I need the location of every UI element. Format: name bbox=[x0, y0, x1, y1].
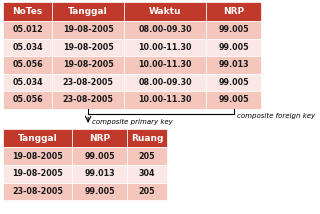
Text: 99.005: 99.005 bbox=[219, 78, 249, 87]
Text: Tanggal: Tanggal bbox=[68, 7, 108, 16]
FancyBboxPatch shape bbox=[52, 21, 124, 39]
Text: 99.005: 99.005 bbox=[219, 25, 249, 34]
Text: 19-08-2005: 19-08-2005 bbox=[12, 152, 63, 161]
FancyBboxPatch shape bbox=[3, 165, 72, 183]
FancyBboxPatch shape bbox=[127, 147, 167, 165]
Text: 08.00-09.30: 08.00-09.30 bbox=[138, 25, 192, 34]
FancyBboxPatch shape bbox=[52, 39, 124, 56]
Text: 19-08-2005: 19-08-2005 bbox=[63, 43, 114, 52]
Text: 10.00-11.30: 10.00-11.30 bbox=[138, 95, 192, 104]
Text: 205: 205 bbox=[139, 152, 155, 161]
Text: 99.013: 99.013 bbox=[219, 60, 249, 69]
FancyBboxPatch shape bbox=[124, 91, 206, 109]
Text: 19-08-2005: 19-08-2005 bbox=[12, 169, 63, 178]
Text: 08.00-09.30: 08.00-09.30 bbox=[138, 78, 192, 87]
Text: 19-08-2005: 19-08-2005 bbox=[63, 60, 114, 69]
FancyBboxPatch shape bbox=[52, 56, 124, 74]
FancyBboxPatch shape bbox=[72, 183, 127, 200]
Text: composite primary key: composite primary key bbox=[92, 119, 173, 125]
FancyBboxPatch shape bbox=[3, 147, 72, 165]
FancyBboxPatch shape bbox=[206, 2, 261, 21]
FancyBboxPatch shape bbox=[127, 165, 167, 183]
FancyBboxPatch shape bbox=[3, 2, 52, 21]
FancyBboxPatch shape bbox=[3, 39, 52, 56]
Text: 05.034: 05.034 bbox=[12, 43, 43, 52]
Text: 05.056: 05.056 bbox=[12, 60, 43, 69]
Text: 10.00-11.30: 10.00-11.30 bbox=[138, 43, 192, 52]
FancyBboxPatch shape bbox=[127, 183, 167, 200]
Text: 99.005: 99.005 bbox=[219, 43, 249, 52]
Text: composite foreign key: composite foreign key bbox=[237, 113, 315, 119]
FancyBboxPatch shape bbox=[3, 183, 72, 200]
FancyBboxPatch shape bbox=[3, 21, 52, 39]
Text: 05.012: 05.012 bbox=[12, 25, 43, 34]
FancyBboxPatch shape bbox=[124, 2, 206, 21]
FancyBboxPatch shape bbox=[52, 74, 124, 91]
FancyBboxPatch shape bbox=[3, 56, 52, 74]
Text: 23-08-2005: 23-08-2005 bbox=[63, 78, 114, 87]
Text: NRP: NRP bbox=[89, 134, 110, 143]
FancyBboxPatch shape bbox=[124, 56, 206, 74]
Text: Tanggal: Tanggal bbox=[18, 134, 57, 143]
Text: NRP: NRP bbox=[223, 7, 244, 16]
Text: 05.056: 05.056 bbox=[12, 95, 43, 104]
Text: 19-08-2005: 19-08-2005 bbox=[63, 25, 114, 34]
Text: 304: 304 bbox=[139, 169, 155, 178]
FancyBboxPatch shape bbox=[3, 129, 72, 147]
Text: 99.005: 99.005 bbox=[84, 187, 115, 196]
FancyBboxPatch shape bbox=[72, 165, 127, 183]
Text: 205: 205 bbox=[139, 187, 155, 196]
Text: NoTes: NoTes bbox=[12, 7, 43, 16]
Text: 99.005: 99.005 bbox=[219, 95, 249, 104]
Text: Waktu: Waktu bbox=[149, 7, 181, 16]
FancyBboxPatch shape bbox=[124, 39, 206, 56]
Text: 23-08-2005: 23-08-2005 bbox=[12, 187, 63, 196]
Text: 23-08-2005: 23-08-2005 bbox=[63, 95, 114, 104]
FancyBboxPatch shape bbox=[72, 129, 127, 147]
FancyBboxPatch shape bbox=[3, 74, 52, 91]
FancyBboxPatch shape bbox=[206, 74, 261, 91]
FancyBboxPatch shape bbox=[127, 129, 167, 147]
FancyBboxPatch shape bbox=[52, 2, 124, 21]
Text: 99.005: 99.005 bbox=[84, 152, 115, 161]
Text: 99.013: 99.013 bbox=[84, 169, 115, 178]
FancyBboxPatch shape bbox=[124, 74, 206, 91]
FancyBboxPatch shape bbox=[206, 56, 261, 74]
FancyBboxPatch shape bbox=[124, 21, 206, 39]
FancyBboxPatch shape bbox=[3, 91, 52, 109]
FancyBboxPatch shape bbox=[52, 91, 124, 109]
Text: Ruang: Ruang bbox=[131, 134, 163, 143]
Text: 10.00-11.30: 10.00-11.30 bbox=[138, 60, 192, 69]
Text: 05.034: 05.034 bbox=[12, 78, 43, 87]
FancyBboxPatch shape bbox=[206, 39, 261, 56]
FancyBboxPatch shape bbox=[72, 147, 127, 165]
FancyBboxPatch shape bbox=[206, 91, 261, 109]
FancyBboxPatch shape bbox=[206, 21, 261, 39]
